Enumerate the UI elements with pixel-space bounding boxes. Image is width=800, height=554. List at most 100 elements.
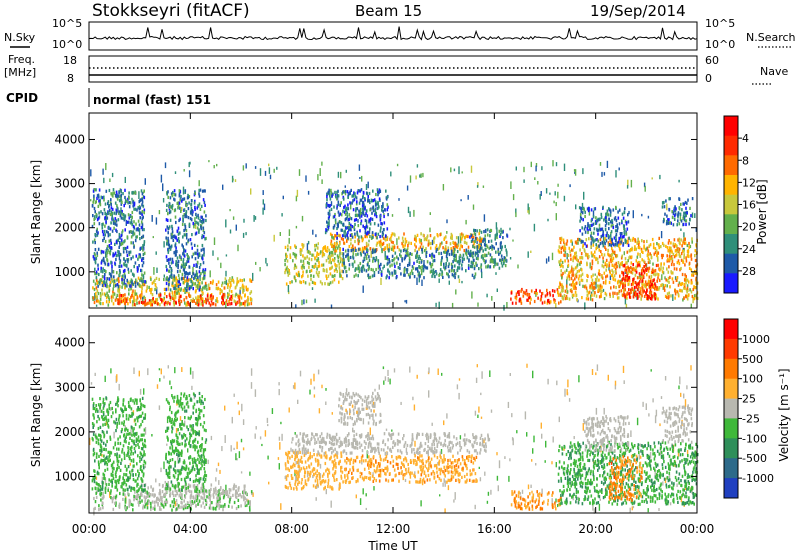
heatmap-cell [391, 271, 393, 275]
heatmap-cell [452, 274, 455, 278]
heatmap-cell [350, 246, 353, 250]
heatmap-cell [159, 293, 162, 297]
heatmap-cell [174, 277, 177, 281]
heatmap-cell [617, 210, 619, 214]
heatmap-cell [566, 389, 568, 395]
heatmap-cell [485, 265, 487, 269]
heatmap-cell [592, 503, 594, 511]
colorbar-swatch [724, 214, 738, 235]
heatmap-cell [581, 232, 584, 236]
heatmap-cell [166, 242, 168, 246]
heatmap-cell [103, 280, 105, 285]
heatmap-cell [691, 197, 694, 201]
heatmap-cell [494, 234, 497, 238]
heatmap-cell [512, 239, 514, 242]
heatmap-cell [679, 282, 682, 286]
heatmap-cell [329, 204, 331, 208]
heatmap-cell [110, 202, 112, 206]
heatmap-cell [101, 275, 104, 279]
heatmap-cell [448, 275, 450, 279]
heatmap-cell [602, 265, 605, 269]
heatmap-cell [141, 198, 144, 202]
heatmap-cell [195, 223, 197, 229]
heatmap-cell [650, 270, 653, 274]
heatmap-cell [676, 244, 678, 248]
heatmap-cell [165, 208, 168, 212]
heatmap-cell [687, 288, 689, 292]
heatmap-cell [350, 188, 352, 192]
heatmap-cell [634, 269, 637, 273]
colorbar-swatch [724, 273, 738, 294]
heatmap-cell [637, 294, 639, 298]
heatmap-cell [205, 236, 207, 241]
heatmap-cell [649, 283, 651, 287]
heatmap-cell [381, 222, 383, 226]
heatmap-cell [465, 248, 468, 252]
heatmap-cell [588, 224, 590, 228]
heatmap-cell [634, 290, 637, 294]
heatmap-cell [651, 285, 654, 289]
heatmap-cell [646, 297, 649, 301]
heatmap-cell [351, 225, 354, 229]
heatmap-cell [641, 267, 644, 271]
heatmap-cell [628, 249, 631, 253]
heatmap-cell [404, 243, 406, 247]
heatmap-cell [688, 261, 691, 265]
heatmap-cell [112, 287, 114, 291]
heatmap-cell [647, 215, 650, 219]
heatmap-cell [383, 221, 386, 225]
heatmap-cell [421, 265, 423, 269]
heatmap-cell [382, 228, 385, 232]
heatmap-cell [191, 209, 193, 213]
heatmap-cell [574, 240, 577, 244]
heatmap-cell [110, 407, 112, 411]
heatmap-cell [315, 243, 318, 247]
heatmap-cell [450, 236, 452, 240]
heatmap-cell [432, 259, 434, 263]
heatmap-cell [346, 253, 348, 257]
heatmap-cell [605, 264, 608, 268]
heatmap-cell [635, 270, 638, 274]
heatmap-cell [97, 263, 99, 267]
heatmap-cell [358, 239, 360, 243]
heatmap-cell [679, 268, 681, 272]
heatmap-cell [115, 194, 118, 198]
heatmap-cell [117, 253, 120, 257]
heatmap-cell [273, 234, 275, 242]
heatmap-cell [624, 268, 626, 272]
heatmap-cell [607, 252, 609, 256]
heatmap-cell [652, 284, 655, 288]
heatmap-cell [295, 265, 298, 269]
heatmap-cell [119, 252, 121, 256]
heatmap-cell [431, 274, 433, 278]
heatmap-cell [104, 273, 106, 277]
heatmap-cell [105, 249, 108, 253]
heatmap-cell [166, 239, 168, 243]
heatmap-cell [677, 215, 679, 219]
heatmap-cell [132, 282, 135, 286]
heatmap-cell [333, 257, 336, 261]
heatmap-cell [173, 189, 176, 193]
heatmap-cell [339, 254, 341, 258]
heatmap-cell [196, 264, 198, 268]
heatmap-cell [381, 205, 383, 209]
heatmap-cell [636, 241, 639, 245]
heatmap-cell [625, 271, 628, 275]
heatmap-cell [491, 245, 494, 249]
heatmap-cell [555, 498, 557, 503]
heatmap-cell [500, 254, 503, 258]
heatmap-cell [579, 219, 581, 223]
heatmap-cell [136, 266, 139, 270]
freq-label-line2: [MHz] [4, 66, 36, 79]
heatmap-cell [657, 258, 659, 262]
heatmap-cell [657, 276, 659, 280]
heatmap-cell [580, 252, 583, 256]
heatmap-cell [423, 263, 425, 267]
heatmap-cell [685, 256, 687, 260]
heatmap-cell [369, 427, 371, 436]
heatmap-cell [491, 296, 493, 301]
heatmap-cell [187, 278, 190, 282]
heatmap-cell [677, 283, 680, 287]
heatmap-cell [294, 254, 296, 258]
heatmap-cell [212, 279, 214, 283]
